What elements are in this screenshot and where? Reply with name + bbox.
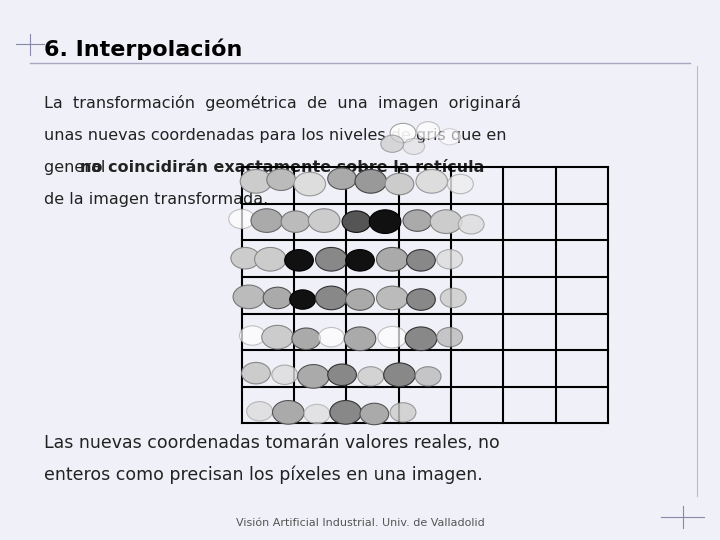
Circle shape — [251, 209, 282, 232]
Circle shape — [346, 249, 374, 271]
Circle shape — [242, 362, 270, 384]
Circle shape — [264, 287, 292, 309]
Circle shape — [231, 247, 260, 269]
Circle shape — [240, 326, 266, 345]
Circle shape — [441, 288, 466, 308]
Circle shape — [292, 328, 320, 349]
Circle shape — [308, 209, 340, 232]
Circle shape — [267, 169, 295, 191]
Circle shape — [240, 170, 271, 193]
Circle shape — [289, 290, 315, 309]
Circle shape — [346, 289, 374, 310]
Text: Visión Artificial Industrial. Univ. de Valladolid: Visión Artificial Industrial. Univ. de V… — [235, 518, 485, 528]
Circle shape — [272, 401, 304, 424]
Circle shape — [369, 210, 401, 233]
Circle shape — [405, 327, 437, 350]
Text: general: general — [45, 160, 111, 175]
Circle shape — [330, 401, 361, 424]
Text: Las nuevas coordenadas tomarán valores reales, no: Las nuevas coordenadas tomarán valores r… — [45, 434, 500, 452]
Circle shape — [294, 172, 325, 196]
Text: de la imagen transformada.: de la imagen transformada. — [45, 192, 269, 207]
Circle shape — [377, 286, 408, 310]
Circle shape — [403, 138, 425, 154]
Circle shape — [318, 327, 344, 347]
Circle shape — [284, 249, 313, 271]
Circle shape — [448, 174, 473, 194]
Circle shape — [416, 170, 448, 193]
Circle shape — [247, 402, 272, 421]
Circle shape — [255, 247, 286, 271]
Circle shape — [437, 327, 462, 347]
Circle shape — [407, 249, 436, 271]
Circle shape — [229, 210, 255, 228]
Circle shape — [378, 326, 407, 348]
Circle shape — [355, 170, 387, 193]
Circle shape — [281, 211, 310, 232]
Circle shape — [297, 364, 329, 388]
Circle shape — [439, 129, 460, 145]
Circle shape — [271, 365, 297, 384]
Circle shape — [377, 247, 408, 271]
Circle shape — [417, 122, 440, 139]
Circle shape — [437, 249, 462, 269]
Circle shape — [458, 215, 484, 234]
Circle shape — [315, 286, 347, 310]
Circle shape — [358, 367, 384, 386]
Circle shape — [328, 168, 356, 190]
Text: unas nuevas coordenadas para los niveles de gris que en: unas nuevas coordenadas para los niveles… — [45, 127, 507, 143]
Circle shape — [385, 173, 414, 195]
Text: 6. Interpolación: 6. Interpolación — [45, 39, 243, 60]
Text: enteros como precisan los píxeles en una imagen.: enteros como precisan los píxeles en una… — [45, 465, 483, 483]
Circle shape — [262, 325, 293, 349]
Circle shape — [407, 289, 436, 310]
Circle shape — [384, 363, 415, 387]
Circle shape — [403, 210, 432, 231]
Circle shape — [328, 364, 356, 386]
Text: La  transformación  geométrica  de  una  imagen  originará: La transformación geométrica de una imag… — [45, 96, 521, 111]
Circle shape — [431, 210, 462, 233]
Circle shape — [390, 403, 416, 422]
Text: no coincidirán exactamente sobre la retícula: no coincidirán exactamente sobre la retí… — [80, 160, 485, 175]
Circle shape — [315, 247, 347, 271]
Circle shape — [360, 403, 389, 425]
Circle shape — [233, 285, 265, 309]
Circle shape — [304, 404, 330, 424]
Circle shape — [415, 367, 441, 386]
Circle shape — [344, 327, 376, 350]
Circle shape — [381, 135, 404, 152]
Circle shape — [390, 123, 416, 143]
Circle shape — [342, 211, 371, 232]
